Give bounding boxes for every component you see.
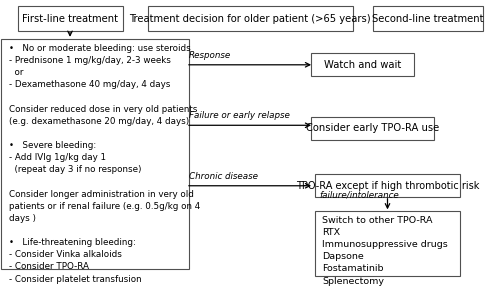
FancyBboxPatch shape [311,117,434,140]
Text: Consider early TPO-RA use: Consider early TPO-RA use [306,123,439,133]
Text: Treatment decision for older patient (>65 years): Treatment decision for older patient (>6… [129,14,371,24]
Text: TPO-RA except if high thrombotic risk: TPO-RA except if high thrombotic risk [296,181,479,191]
Text: Watch and wait: Watch and wait [324,60,401,70]
FancyBboxPatch shape [315,174,460,197]
FancyBboxPatch shape [311,53,414,76]
FancyBboxPatch shape [372,7,482,31]
FancyBboxPatch shape [2,39,189,269]
Text: Chronic disease: Chronic disease [189,172,258,181]
Text: failure/intolerance: failure/intolerance [319,191,399,200]
Text: Failure or early relapse: Failure or early relapse [189,111,290,120]
FancyBboxPatch shape [18,7,122,31]
Text: Second-line treatment: Second-line treatment [372,14,483,24]
Text: First-line treatment: First-line treatment [22,14,118,24]
FancyBboxPatch shape [148,7,352,31]
Text: •   No or moderate bleeding: use steroids
- Prednisone 1 mg/kg/day, 2-3 weeks
  : • No or moderate bleeding: use steroids … [9,44,200,284]
Text: Response: Response [189,51,231,60]
FancyBboxPatch shape [315,211,460,276]
Text: Switch to other TPO-RA
RTX
Immunosuppressive drugs
Dapsone
Fostamatinib
Splenect: Switch to other TPO-RA RTX Immunosuppres… [322,216,448,286]
